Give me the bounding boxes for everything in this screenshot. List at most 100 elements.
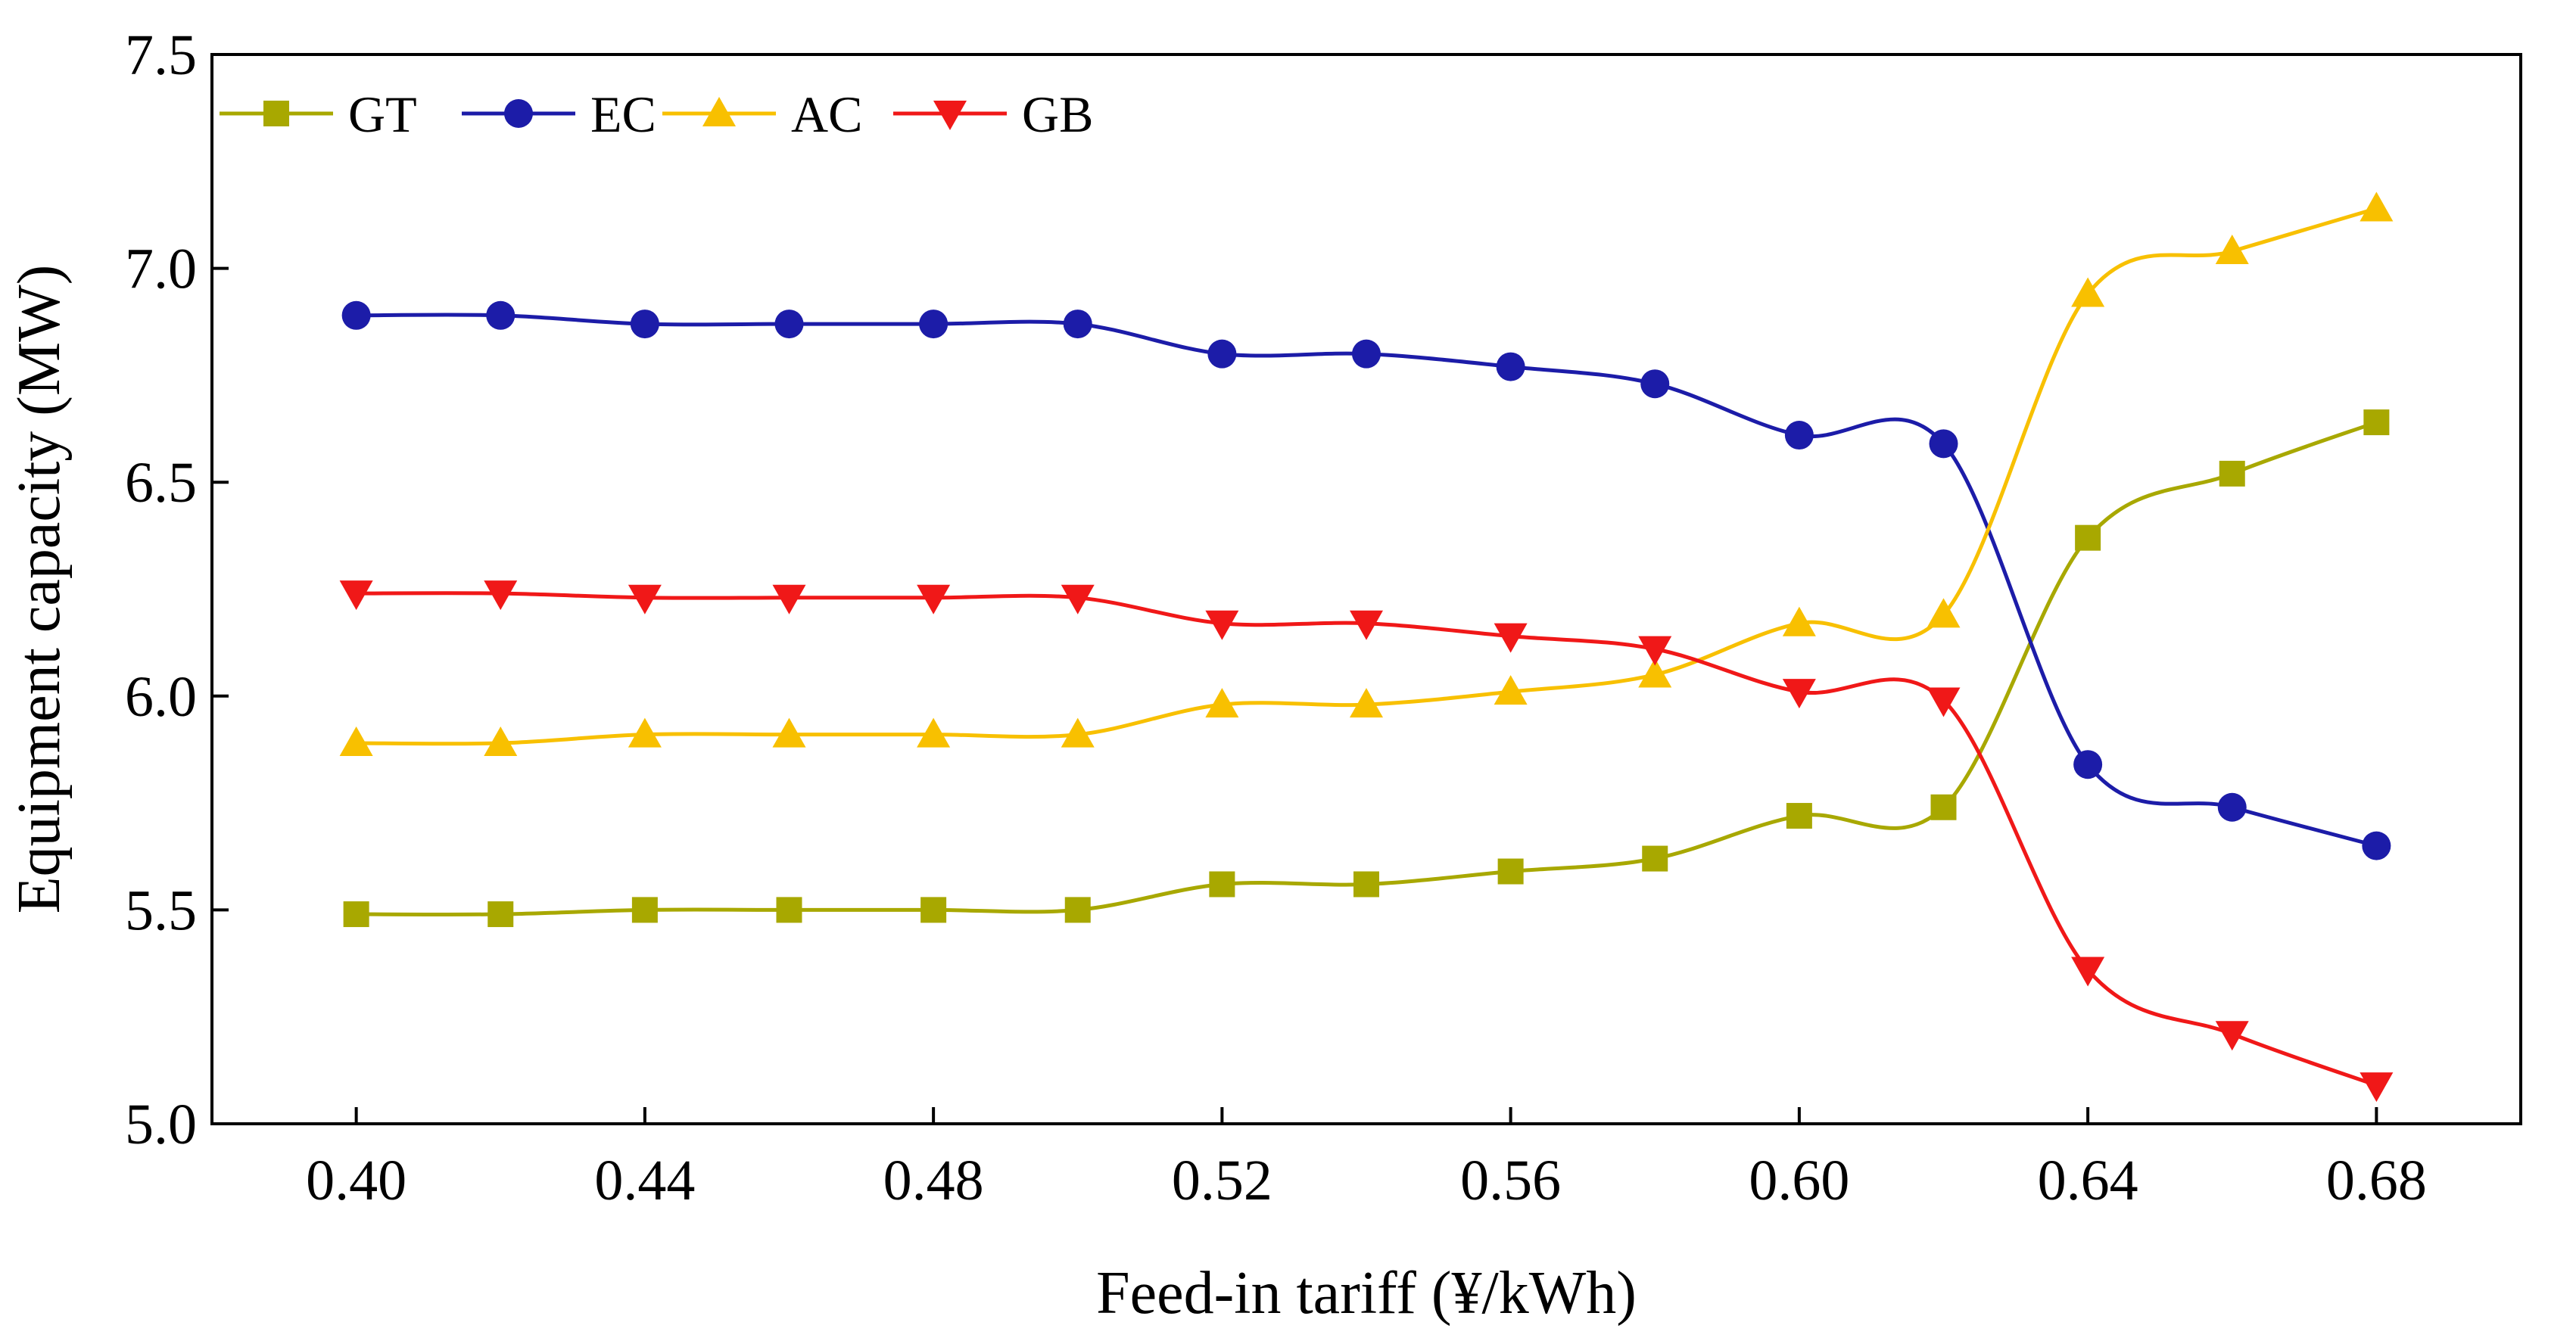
data-point-gb xyxy=(917,584,951,614)
data-point-gb xyxy=(1350,610,1383,640)
data-point-ec xyxy=(1496,352,1525,381)
legend-label-gb: GB xyxy=(1022,86,1093,143)
series-ac xyxy=(339,191,2394,756)
data-point-ec xyxy=(774,310,804,339)
data-point-gt xyxy=(631,897,658,923)
series-ec xyxy=(341,300,2391,860)
data-point-ac xyxy=(1350,688,1383,718)
data-point-ec xyxy=(1784,421,1814,450)
x-tick-label: 0.52 xyxy=(1172,1149,1272,1212)
x-tick-label: 0.48 xyxy=(883,1149,984,1212)
data-point-gt xyxy=(1497,858,1524,885)
data-point-gb xyxy=(2360,1072,2394,1103)
legend-item-ec: EC xyxy=(462,86,656,143)
data-point-gt xyxy=(2075,524,2101,551)
x-tick-label: 0.68 xyxy=(2326,1149,2427,1212)
data-point-ac xyxy=(2360,191,2394,222)
series-line-ac xyxy=(356,207,2378,746)
data-point-gt xyxy=(2219,460,2245,487)
data-point-gt xyxy=(2363,409,2390,436)
data-point-ac xyxy=(917,717,951,748)
data-point-gb xyxy=(2071,957,2105,987)
data-point-gb xyxy=(1927,687,1961,717)
legend-marker-ac xyxy=(702,97,736,126)
series-line-ec xyxy=(356,313,2378,848)
x-tick-label: 0.40 xyxy=(306,1149,406,1212)
data-point-ec xyxy=(1207,339,1237,369)
legend-label-ac: AC xyxy=(791,86,862,143)
data-point-ec xyxy=(1929,429,1958,459)
data-point-ac xyxy=(772,717,806,748)
x-axis-title: Feed-in tariff (¥/kWh) xyxy=(1096,1260,1637,1327)
plot-frame xyxy=(210,53,2522,1125)
series-line-gt xyxy=(356,420,2378,916)
series-layer xyxy=(339,191,2394,1103)
y-axis-title: Equipment capacity (MW) xyxy=(6,265,73,913)
data-point-gb xyxy=(1638,636,1672,666)
data-point-ec xyxy=(341,300,371,330)
data-point-gb xyxy=(1205,610,1239,640)
x-tick-label: 0.60 xyxy=(1749,1149,1849,1212)
legend-marker-ec xyxy=(504,99,533,128)
legend-label-gt: GT xyxy=(348,86,417,143)
data-point-gb xyxy=(339,580,373,611)
data-point-gb xyxy=(772,584,806,614)
data-point-ac xyxy=(1061,717,1095,748)
data-point-ac xyxy=(2215,234,2249,264)
data-point-gt xyxy=(920,897,947,923)
data-point-gt xyxy=(487,901,514,928)
y-tick-label: 7.0 xyxy=(125,238,197,301)
data-point-ec xyxy=(630,310,659,339)
legend-item-gb: GB xyxy=(893,86,1093,143)
data-point-gb xyxy=(1782,679,1816,709)
legend-marker-gb xyxy=(933,101,967,130)
data-point-ec xyxy=(1063,310,1092,339)
data-point-ec xyxy=(2217,792,2247,822)
x-tick-label: 0.44 xyxy=(594,1149,695,1212)
data-point-gt xyxy=(1930,794,1957,820)
y-tick-label: 5.0 xyxy=(125,1093,197,1156)
series-gt xyxy=(343,409,2390,928)
series-gb xyxy=(339,580,2394,1103)
data-point-ac xyxy=(628,717,662,748)
y-tick-label: 5.5 xyxy=(125,879,197,942)
data-point-ac xyxy=(1638,658,1672,688)
data-point-ec xyxy=(1352,339,1381,369)
legend-item-ac: AC xyxy=(662,86,862,143)
series-line-gb xyxy=(356,591,2378,1087)
x-tick-label: 0.56 xyxy=(1460,1149,1561,1212)
y-tick-label: 6.0 xyxy=(125,665,197,729)
data-point-gb xyxy=(628,584,662,614)
legend-item-gt: GT xyxy=(220,86,417,143)
data-point-gt xyxy=(1642,845,1668,872)
legend-marker-gt xyxy=(263,101,289,126)
x-tick-label: 0.64 xyxy=(2038,1149,2138,1212)
data-point-gb xyxy=(484,580,518,611)
axes: 0.40 0.44 0.48 0.52 0.56 0.60 0.64 0.68 5.0 5.5 6.… xyxy=(125,23,2427,1212)
data-point-gb xyxy=(1494,623,1528,653)
data-point-ac xyxy=(1205,688,1239,718)
data-point-gt xyxy=(1786,803,1812,829)
data-point-ac xyxy=(1494,675,1528,705)
y-tick-label: 6.5 xyxy=(125,451,197,515)
data-point-gb xyxy=(2215,1021,2249,1051)
data-point-ac xyxy=(1927,598,1961,628)
data-point-ec xyxy=(919,310,948,339)
data-point-ac xyxy=(1782,606,1816,636)
data-point-ec xyxy=(486,300,516,330)
data-point-gt xyxy=(776,897,802,923)
data-point-gt xyxy=(1064,897,1091,923)
legend: GT EC AC GB xyxy=(220,86,1093,143)
data-point-gb xyxy=(1061,584,1095,614)
data-point-gt xyxy=(343,901,369,928)
data-point-ac xyxy=(339,726,373,756)
legend-label-ec: EC xyxy=(590,86,656,143)
data-point-gt xyxy=(1353,871,1379,898)
data-point-ac xyxy=(484,726,518,756)
data-point-gt xyxy=(1209,871,1235,898)
data-point-ec xyxy=(2362,831,2391,860)
data-point-ac xyxy=(2071,277,2105,307)
y-tick-label: 7.5 xyxy=(125,23,197,87)
data-point-ec xyxy=(2073,750,2103,779)
